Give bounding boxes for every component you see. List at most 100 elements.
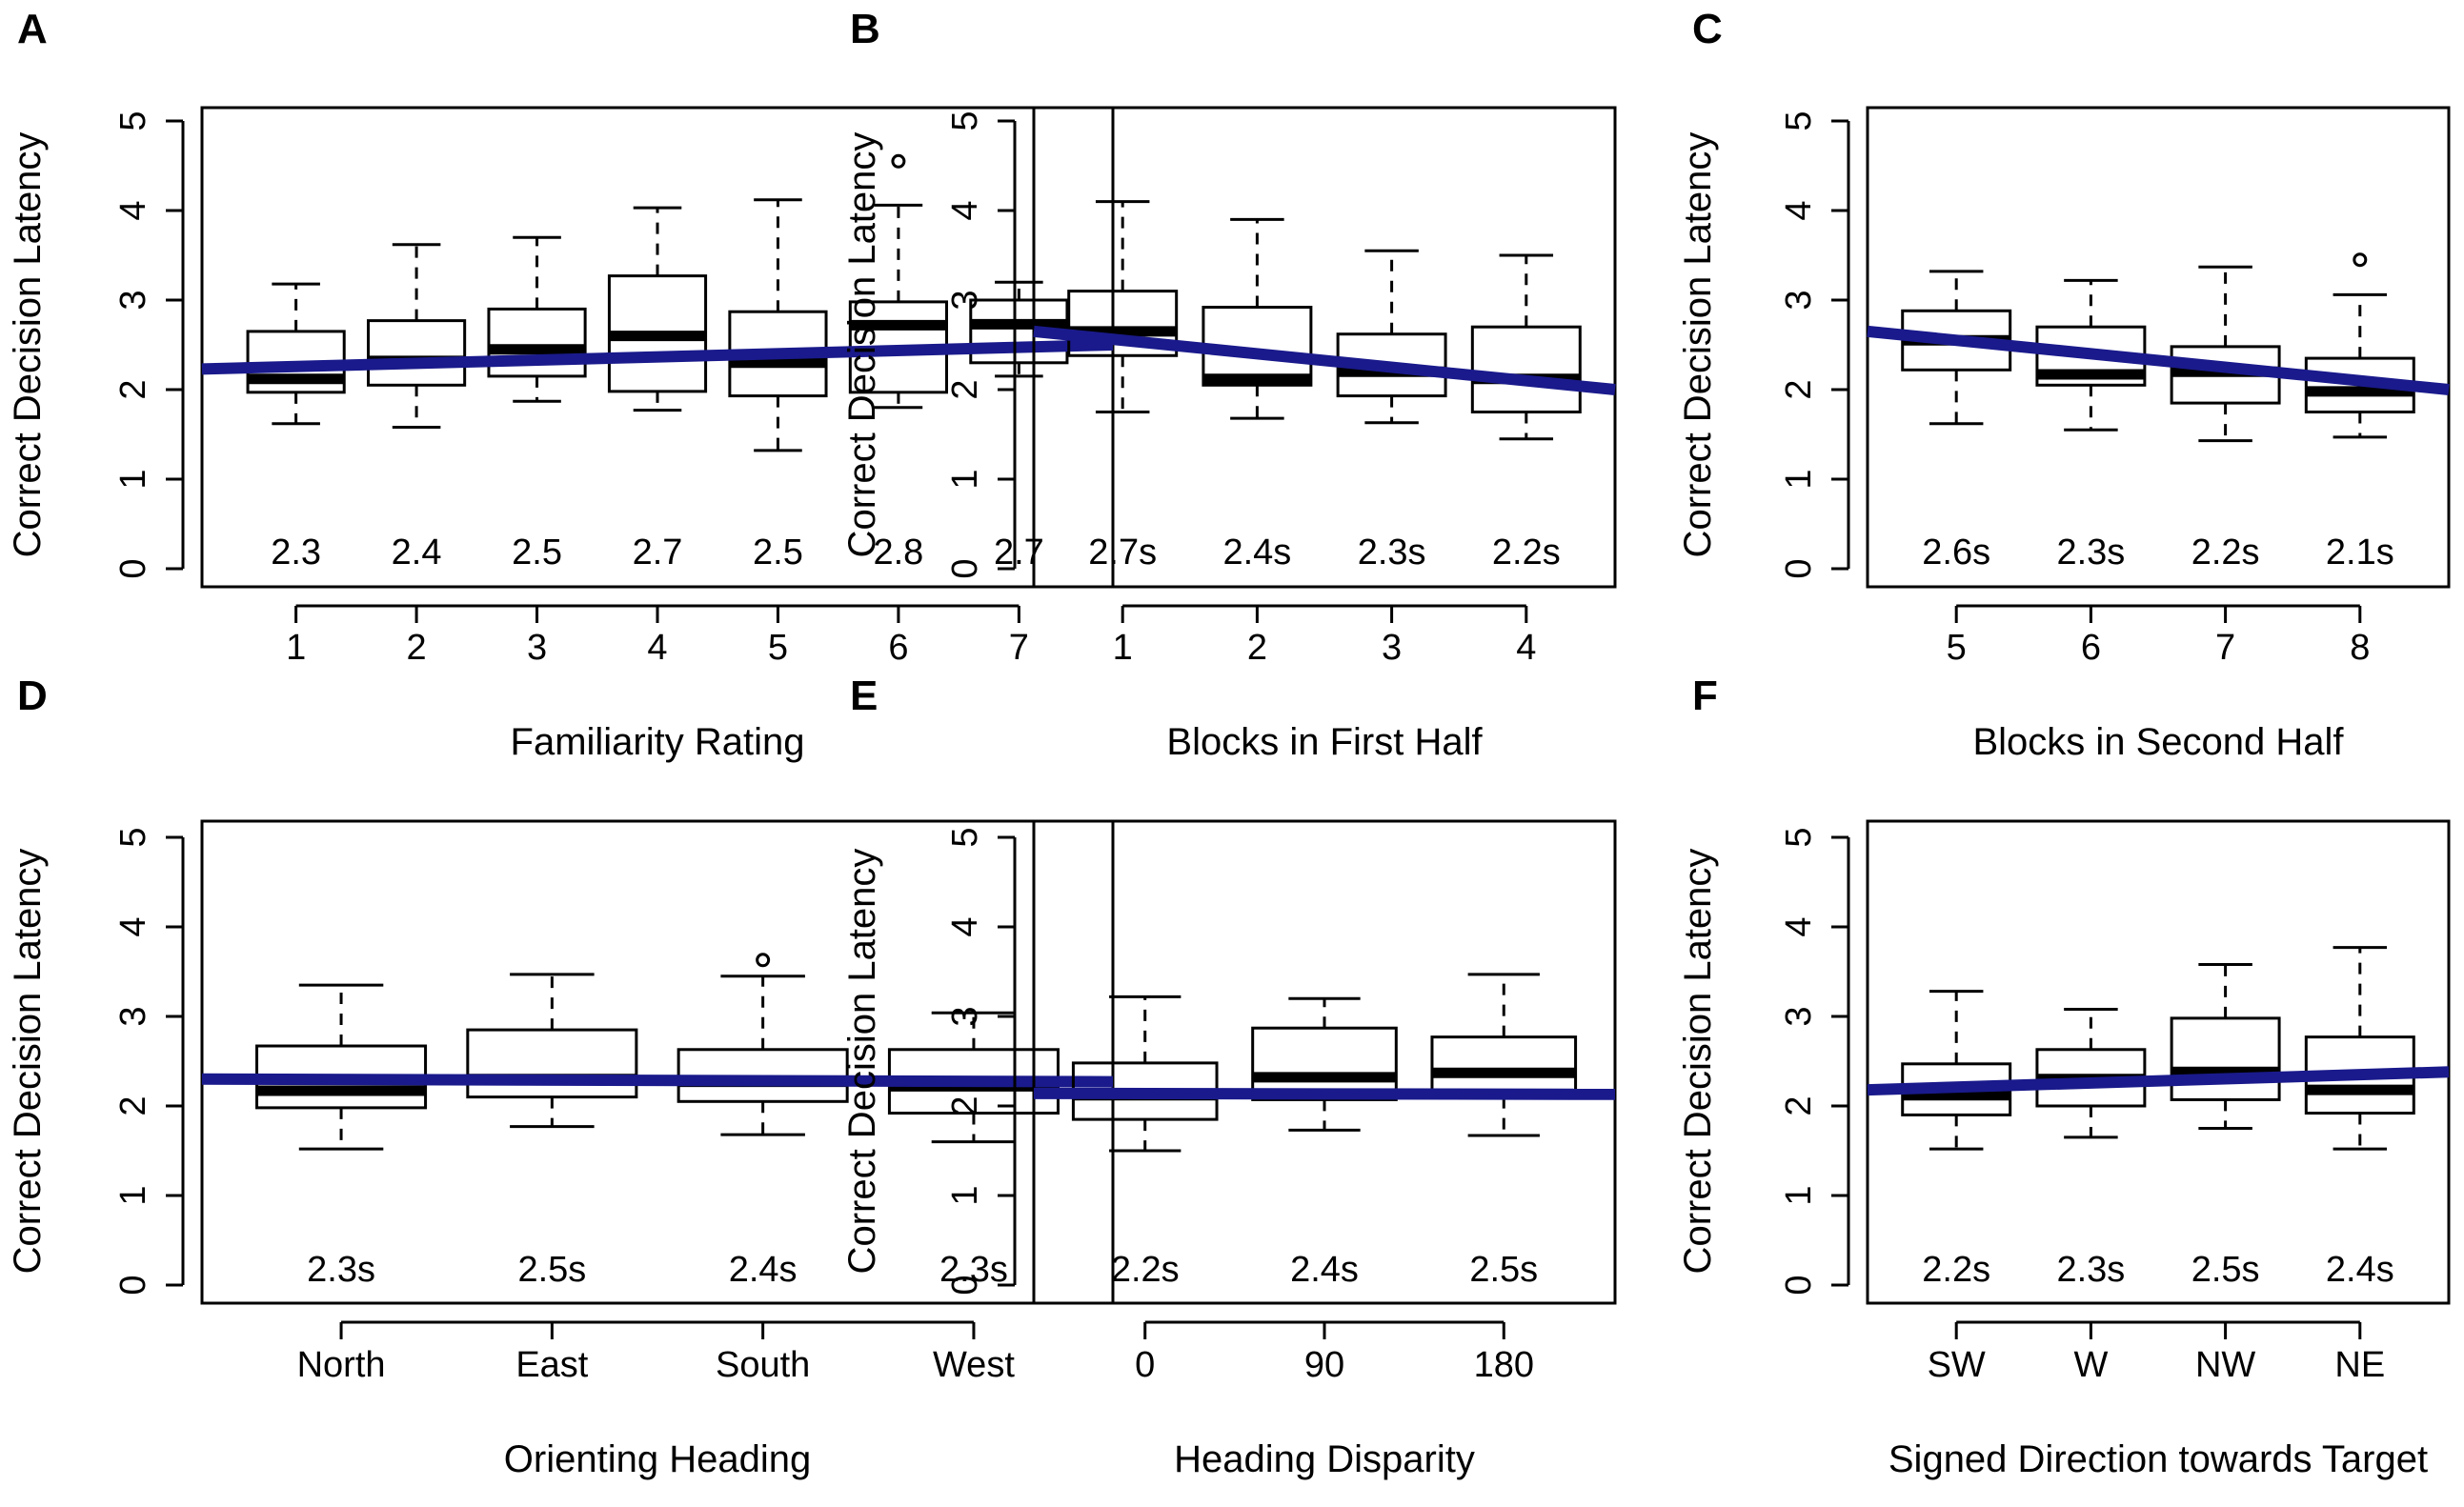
iqr-box	[487, 307, 587, 378]
value-label: 2.5	[753, 532, 803, 573]
value-label: 2.7	[994, 532, 1044, 573]
x-tick-label: 2	[1247, 628, 1267, 668]
panel-d: D 0 1 2 3 4 5 Correct Decision Latency North East…	[7, 673, 1115, 1480]
box-2	[1202, 217, 1313, 420]
panel-letter-d: D	[17, 673, 48, 719]
iqr-box	[1251, 1026, 1398, 1101]
y-tick-label: 3	[1779, 1006, 1819, 1026]
y-tick-label: 4	[113, 200, 153, 220]
value-label: 2.3s	[2056, 1250, 2125, 1290]
y-tick-label: 5	[945, 827, 985, 847]
x-tick-label: 90	[1304, 1345, 1344, 1385]
panel-c: C 0 1 2 3 4 5 Correct Decision Latency 5 6 7 8 Block…	[1677, 6, 2451, 763]
y-tick-label: 4	[945, 200, 985, 220]
x-tick-label: 1	[286, 628, 306, 668]
panel-letter-e: E	[850, 673, 878, 719]
value-label: 2.4s	[1222, 532, 1291, 573]
x-axis-title: Familiarity Rating	[511, 721, 805, 763]
y-tick-label: 1	[113, 469, 153, 489]
plot-frame	[1032, 106, 1617, 589]
value-label: 2.5s	[2191, 1250, 2260, 1290]
box-4	[607, 206, 708, 412]
box-1	[246, 282, 346, 426]
outlier-point	[756, 953, 771, 968]
value-label: 2.1s	[2326, 532, 2394, 573]
x-tick-label: 3	[1382, 628, 1402, 668]
value-label: 2.3s	[307, 1250, 375, 1290]
x-axis-title: Orienting Heading	[504, 1438, 811, 1480]
value-label: 2.8	[873, 532, 923, 573]
value-label: 2.2s	[1111, 1250, 1180, 1290]
box-3	[1336, 249, 1447, 425]
box-4	[2304, 946, 2415, 1151]
x-tick-label: NW	[2195, 1345, 2255, 1385]
y-tick-label: 1	[1779, 1185, 1819, 1205]
value-label: 2.7	[633, 532, 683, 573]
y-tick-label: 0	[945, 558, 985, 578]
box-4	[2304, 252, 2415, 439]
value-label: 2.6s	[1922, 532, 1990, 573]
x-tick-label: South	[716, 1345, 810, 1385]
value-label: 2.3s	[939, 1250, 1008, 1290]
plot-frame	[1032, 819, 1617, 1305]
panel-e: E 0 1 2 3 4 5 Correct Decision Latency 0 90 180 Hea…	[841, 673, 1617, 1480]
outlier-point	[891, 153, 906, 169]
y-tick-label: 2	[113, 379, 153, 399]
x-axis-title: Blocks in Second Half	[1972, 721, 2344, 763]
trend-line	[1867, 325, 2450, 395]
box-3	[677, 953, 849, 1136]
y-tick-label: 0	[1779, 558, 1819, 578]
value-label: 2.4s	[2326, 1250, 2394, 1290]
y-tick-label: 4	[113, 916, 153, 936]
iqr-box	[2170, 1016, 2281, 1101]
y-tick-label: 1	[945, 1185, 985, 1205]
y-tick-label: 1	[945, 469, 985, 489]
x-tick-label: 2	[407, 628, 427, 668]
plot-frame	[200, 819, 1115, 1305]
y-tick-label: 0	[1779, 1275, 1819, 1295]
iqr-box	[466, 1028, 638, 1099]
y-tick-label: 2	[1779, 1095, 1819, 1115]
iqr-box	[1430, 1035, 1578, 1099]
panel-letter-f: F	[1692, 673, 1718, 719]
x-tick-label: 7	[2215, 628, 2235, 668]
value-label: 2.5s	[517, 1250, 586, 1290]
y-axis-title: Correct Decision Latency	[841, 132, 883, 558]
y-tick-label: 3	[945, 1006, 985, 1026]
trend-line	[201, 1073, 1114, 1088]
y-tick-label: 5	[1779, 827, 1819, 847]
y-tick-label: 4	[1779, 916, 1819, 936]
box-1	[1901, 990, 2012, 1151]
box-1	[1071, 995, 1219, 1153]
value-label: 2.4	[392, 532, 442, 573]
x-tick-label: 180	[1474, 1345, 1534, 1385]
x-tick-label: 1	[1113, 628, 1133, 668]
x-tick-label: 4	[1516, 628, 1536, 668]
box-1	[255, 983, 428, 1151]
x-tick-label: 7	[1009, 628, 1029, 668]
y-tick-label: 5	[1779, 111, 1819, 131]
y-tick-label: 2	[1779, 379, 1819, 399]
trend-line	[1033, 325, 1616, 395]
outlier-point	[2353, 252, 2368, 268]
box-2	[466, 973, 638, 1129]
y-tick-label: 0	[113, 558, 153, 578]
panel-letter-c: C	[1692, 6, 1723, 52]
trend-line	[201, 339, 1114, 375]
value-label: 2.7s	[1088, 532, 1157, 573]
box-5	[728, 198, 828, 452]
x-tick-label: 6	[888, 628, 908, 668]
y-tick-label: 5	[945, 111, 985, 131]
box-3	[487, 235, 587, 403]
y-tick-label: 2	[945, 1095, 985, 1115]
y-tick-label: 0	[113, 1275, 153, 1295]
x-tick-label: 3	[527, 628, 547, 668]
y-tick-label: 5	[113, 827, 153, 847]
iqr-box	[367, 319, 467, 387]
x-tick-label: 5	[768, 628, 788, 668]
iqr-box	[1067, 290, 1179, 357]
value-label: 2.2s	[2191, 532, 2260, 573]
x-tick-label: 4	[647, 628, 667, 668]
value-label: 2.3	[271, 532, 321, 573]
x-tick-label: North	[297, 1345, 386, 1385]
